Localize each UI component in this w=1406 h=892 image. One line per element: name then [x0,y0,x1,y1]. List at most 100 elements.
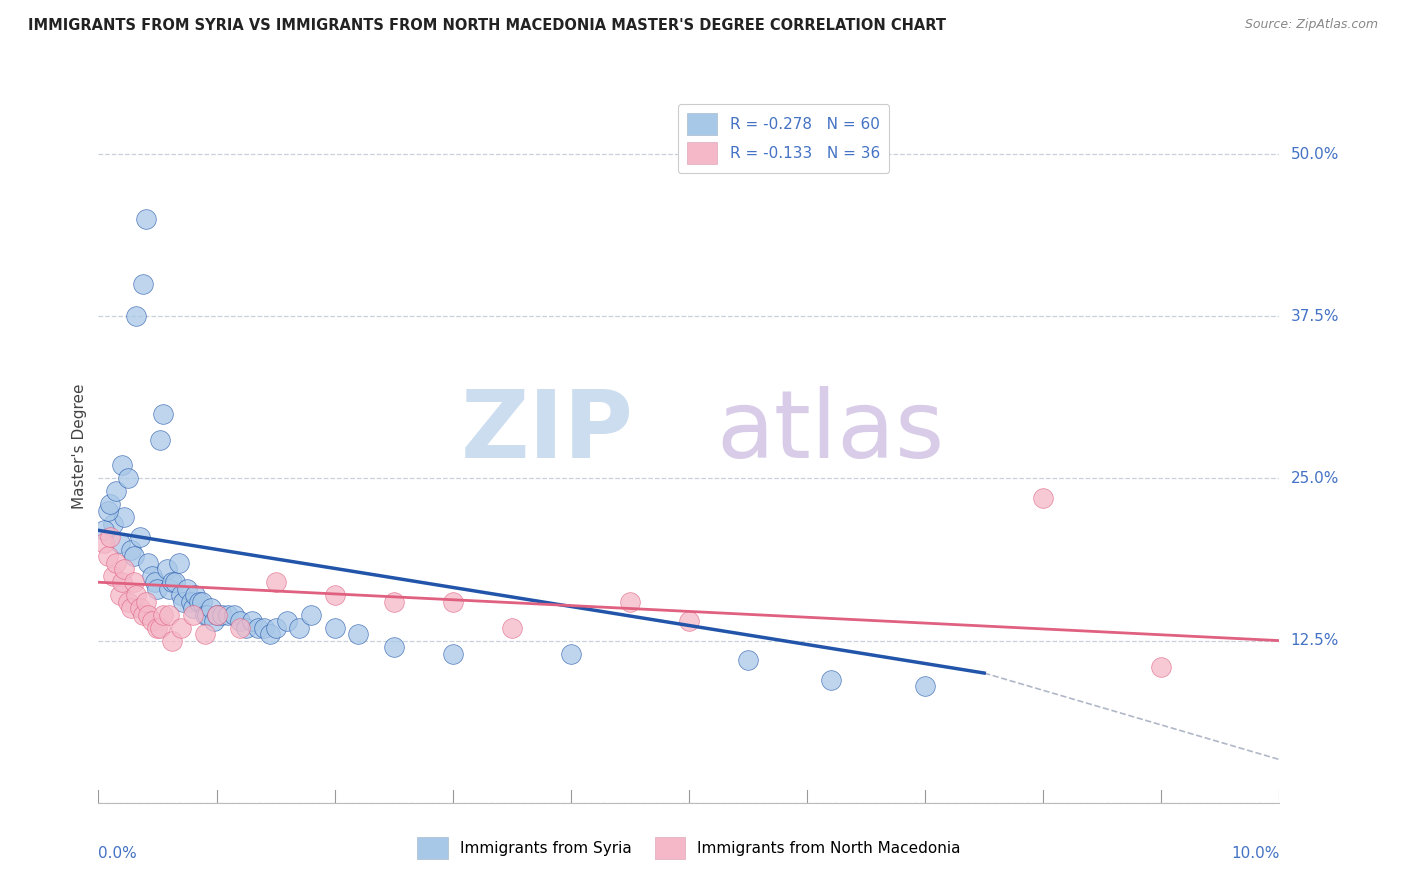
Point [157,582,180,596]
Point [678,614,700,628]
Point [172,595,194,609]
Point [93,536,115,550]
Point [441,647,464,661]
Point [194,627,217,641]
Point [112,510,135,524]
Text: atlas: atlas [717,385,945,478]
Text: 50.0%: 50.0% [1291,146,1339,161]
Text: ZIP: ZIP [461,385,634,478]
Point [125,310,148,324]
Point [101,516,124,531]
Text: 10.0%: 10.0% [1232,846,1279,861]
Point [170,588,193,602]
Point [1032,491,1054,505]
Text: 25.0%: 25.0% [1291,471,1339,486]
Point [914,679,936,693]
Text: 0.0%: 0.0% [98,846,138,861]
Point [347,627,370,641]
Point [149,433,172,447]
Point [382,640,405,654]
Point [259,627,281,641]
Point [149,621,172,635]
Point [176,582,198,596]
Point [105,556,128,570]
Point [170,621,193,635]
Point [288,621,311,635]
Point [128,530,150,544]
Point [560,647,582,661]
Point [195,607,218,622]
Point [117,471,139,485]
Point [187,595,209,609]
Point [122,575,145,590]
Point [152,407,174,421]
Point [132,277,155,291]
Point [165,575,187,590]
Point [121,601,143,615]
Point [323,621,346,635]
Text: 12.5%: 12.5% [1291,633,1339,648]
Point [160,575,183,590]
Point [619,595,641,609]
Point [323,588,346,602]
Point [108,588,131,602]
Point [105,484,128,499]
Point [224,607,246,622]
Point [240,614,263,628]
Point [97,504,120,518]
Point [276,614,298,628]
Y-axis label: Master's Degree: Master's Degree [72,384,87,508]
Point [264,621,287,635]
Point [141,614,163,628]
Point [160,633,183,648]
Point [111,458,134,473]
Point [441,595,464,609]
Point [98,530,121,544]
Point [181,607,204,622]
Point [156,562,179,576]
Point [184,588,207,602]
Point [253,621,276,635]
Point [132,607,155,622]
Point [235,621,257,635]
Point [200,601,222,615]
Point [112,562,135,576]
Point [136,556,159,570]
Point [122,549,145,564]
Point [820,673,842,687]
Point [108,536,131,550]
Text: Source: ZipAtlas.com: Source: ZipAtlas.com [1244,18,1378,31]
Point [217,607,239,622]
Point [121,542,143,557]
Point [135,211,157,226]
Point [202,614,225,628]
Point [229,614,252,628]
Point [229,621,252,635]
Point [737,653,759,667]
Point [111,575,134,590]
Text: 37.5%: 37.5% [1291,309,1339,324]
Point [264,575,287,590]
Point [382,595,405,609]
Point [211,607,233,622]
Point [181,601,204,615]
Point [1150,659,1173,673]
Point [117,595,139,609]
Point [97,549,120,564]
Point [194,607,217,622]
Point [205,607,228,622]
Point [501,621,523,635]
Point [146,582,169,596]
Point [167,556,190,570]
Point [180,595,202,609]
Point [128,601,150,615]
Legend: Immigrants from Syria, Immigrants from North Macedonia: Immigrants from Syria, Immigrants from N… [409,830,969,866]
Point [143,575,166,590]
Point [152,607,174,622]
Point [299,607,322,622]
Point [135,595,157,609]
Point [93,524,115,538]
Point [157,607,180,622]
Point [205,607,228,622]
Point [146,621,169,635]
